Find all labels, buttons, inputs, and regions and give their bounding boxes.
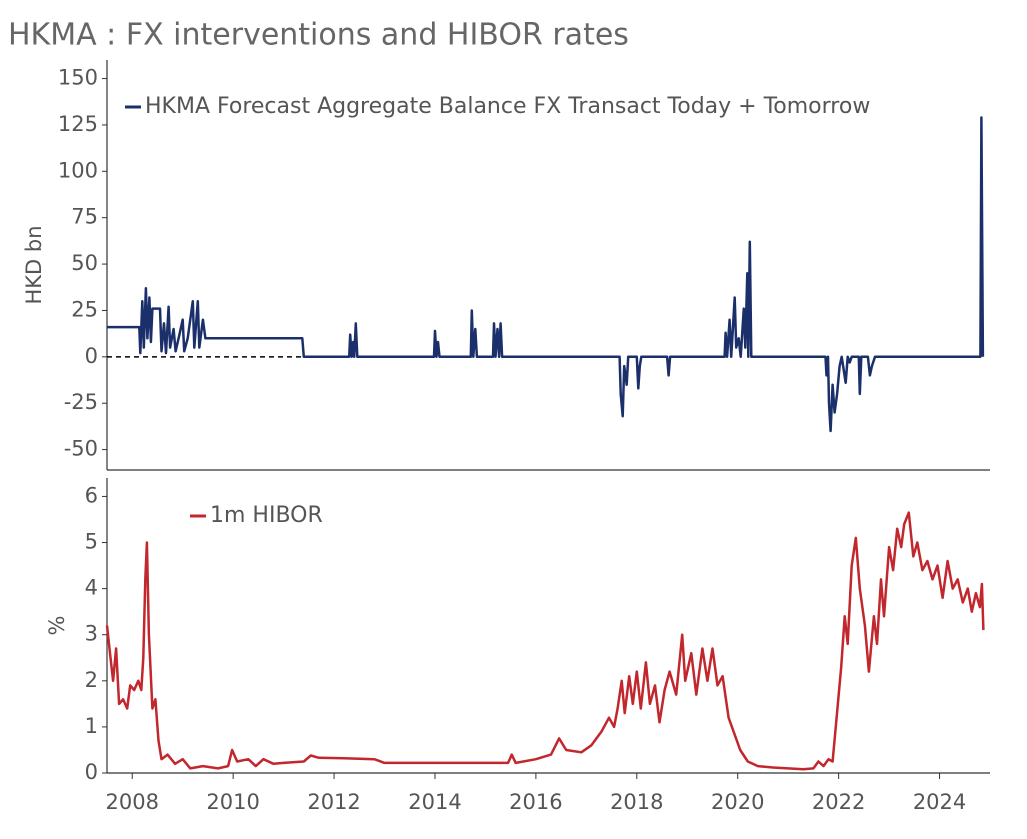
y-tick-label: 4 <box>85 576 98 600</box>
y-tick-label: -25 <box>64 390 98 414</box>
y-axis-label: HKD bn <box>22 225 46 304</box>
y-tick-label: 3 <box>85 622 98 646</box>
y-tick-label: 2 <box>85 668 98 692</box>
y-tick-label: 25 <box>71 297 98 321</box>
y-tick-label: 6 <box>85 483 98 507</box>
y-tick-label: -50 <box>64 437 98 461</box>
x-tick-label: 2014 <box>408 790 461 814</box>
legend-label: 1m HIBOR <box>210 503 323 528</box>
y-tick-label: 75 <box>71 205 98 229</box>
x-tick-label: 2012 <box>307 790 360 814</box>
y-tick-label: 100 <box>58 158 98 182</box>
y-tick-label: 50 <box>71 251 98 275</box>
y-axis-label: % <box>45 616 69 636</box>
y-tick-label: 0 <box>85 344 98 368</box>
legend-label: HKMA Forecast Aggregate Balance FX Trans… <box>145 94 870 119</box>
chart-title: HKMA : FX interventions and HIBOR rates <box>8 18 629 53</box>
x-tick-label: 2018 <box>610 790 663 814</box>
y-tick-label: 125 <box>58 112 98 136</box>
y-tick-label: 0 <box>85 760 98 784</box>
x-tick-label: 2024 <box>913 790 966 814</box>
series-line <box>105 511 985 771</box>
y-tick-label: 150 <box>58 66 98 90</box>
x-tick-label: 2010 <box>206 790 259 814</box>
y-tick-label: 5 <box>85 530 98 554</box>
x-tick-label: 2020 <box>711 790 764 814</box>
x-tick-label: 2016 <box>509 790 562 814</box>
y-tick-label: 1 <box>85 714 98 738</box>
series-line <box>107 116 985 433</box>
x-tick-label: 2008 <box>106 790 159 814</box>
x-tick-label: 2022 <box>812 790 865 814</box>
